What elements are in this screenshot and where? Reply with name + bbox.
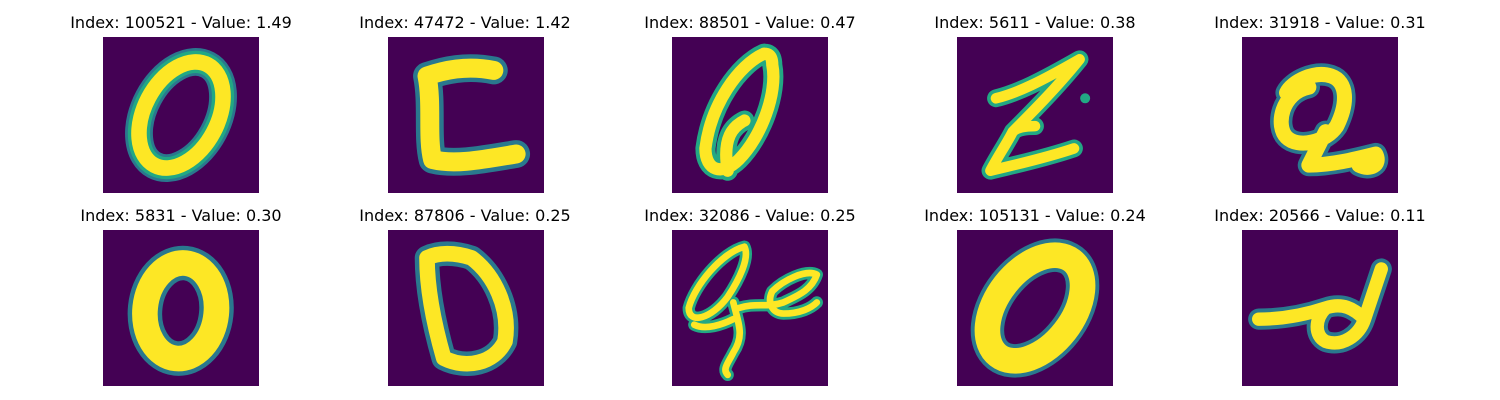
digit-image-7 bbox=[388, 230, 544, 386]
digit-image-6 bbox=[103, 230, 259, 386]
panel-title-5: Index: 31918 - Value: 0.31 bbox=[1214, 13, 1426, 32]
panel-title-3: Index: 88501 - Value: 0.47 bbox=[644, 13, 856, 32]
digit-image-8 bbox=[672, 230, 828, 386]
panel-title-1: Index: 100521 - Value: 1.49 bbox=[70, 13, 292, 32]
panel-title-8: Index: 32086 - Value: 0.25 bbox=[644, 206, 856, 225]
panel-title-10: Index: 20566 - Value: 0.11 bbox=[1214, 206, 1426, 225]
panel-title-7: Index: 87806 - Value: 0.25 bbox=[359, 206, 571, 225]
panel-title-6: Index: 5831 - Value: 0.30 bbox=[80, 206, 282, 225]
digit-image-9 bbox=[957, 230, 1113, 386]
panel-title-9: Index: 105131 - Value: 0.24 bbox=[924, 206, 1146, 225]
panel-title-2: Index: 47472 - Value: 1.42 bbox=[359, 13, 571, 32]
digit-image-10 bbox=[1242, 230, 1398, 386]
digit-image-1 bbox=[103, 37, 259, 193]
digit-image-3 bbox=[672, 37, 828, 193]
digit-image-2 bbox=[388, 37, 544, 193]
digit-image-4 bbox=[957, 37, 1113, 193]
panel-title-4: Index: 5611 - Value: 0.38 bbox=[934, 13, 1136, 32]
digit-image-5 bbox=[1242, 37, 1398, 193]
